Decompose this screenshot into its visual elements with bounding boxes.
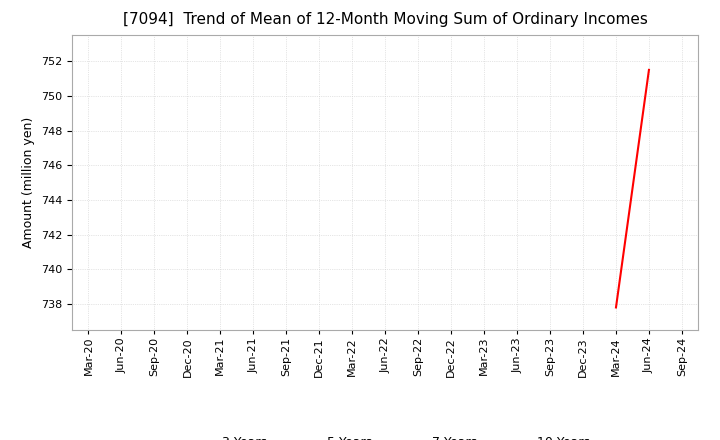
Y-axis label: Amount (million yen): Amount (million yen)	[22, 117, 35, 248]
Title: [7094]  Trend of Mean of 12-Month Moving Sum of Ordinary Incomes: [7094] Trend of Mean of 12-Month Moving …	[123, 12, 647, 27]
Legend: 3 Years, 5 Years, 7 Years, 10 Years: 3 Years, 5 Years, 7 Years, 10 Years	[176, 431, 595, 440]
